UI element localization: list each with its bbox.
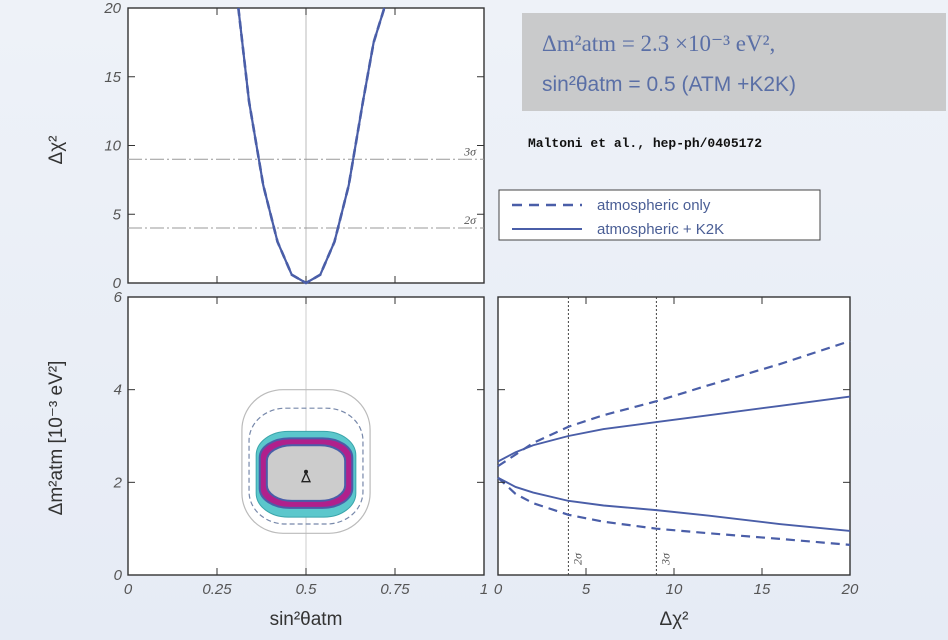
x-tick-label: 20 xyxy=(841,581,859,598)
best-fit-marker xyxy=(300,471,312,483)
contour-dashed xyxy=(248,407,364,525)
curve-atmospheric-k2k-lower xyxy=(497,476,851,532)
y-tick-label: 15 xyxy=(104,69,121,86)
x-tick-label: 0.25 xyxy=(202,581,232,598)
y-tick-label: 0 xyxy=(113,275,122,292)
top-left-plot: 3σ 2σ 0 5 10 15 20 xyxy=(103,0,485,292)
legend-label-atmospheric-k2k: atmospheric + K2K xyxy=(597,221,724,238)
bottom-left-y-label: Δm²atm [10⁻³ eV²] xyxy=(46,361,67,516)
x-tick-label: 5 xyxy=(582,581,591,598)
curve-atmospheric-k2k-upper xyxy=(497,395,851,463)
legend-label-atmospheric-only: atmospheric only xyxy=(597,197,711,214)
y-tick-label: 4 xyxy=(114,382,122,399)
curve-atmospheric-k2k xyxy=(237,7,386,285)
y-tick-label: 20 xyxy=(103,0,121,17)
x-tick-label: 15 xyxy=(754,581,771,598)
top-left-y-label: Δχ² xyxy=(46,136,67,165)
y-tick-label: 6 xyxy=(114,289,123,306)
info-box xyxy=(522,13,946,111)
x-tick-label: 10 xyxy=(666,581,683,598)
x-tick-label: 0.75 xyxy=(380,581,410,598)
y-tick-label: 10 xyxy=(104,138,121,155)
x-tick-label: 0 xyxy=(124,581,133,598)
bottom-right-x-label: Δχ² xyxy=(660,609,689,630)
contour-outer xyxy=(241,389,371,534)
curve-atmospheric-only-upper xyxy=(497,339,851,468)
sigma-line-label: 2σ xyxy=(570,552,584,565)
x-tick-label: 0 xyxy=(494,581,503,598)
reference-line-label: 3σ xyxy=(463,144,477,158)
y-tick-label: 5 xyxy=(113,206,122,223)
citation: Maltoni et al., hep-ph/0405172 xyxy=(528,136,762,151)
bottom-right-panel xyxy=(497,296,851,576)
y-tick-label: 2 xyxy=(113,474,123,491)
reference-line-label: 2σ xyxy=(464,213,477,227)
curve-atmospheric-only-lower xyxy=(497,476,851,546)
x-tick-label: 0.5 xyxy=(296,581,318,598)
bottom-left-plot: 0 2 4 6 0 0.25 0.5 0.75 1 xyxy=(113,289,489,598)
info-box-line2: sin²θatm = 0.5 (ATM +K2K) xyxy=(542,73,796,96)
sigma-line-label: 3σ xyxy=(658,552,672,566)
bottom-right-plot: 2σ 3σ 0 5 10 15 20 xyxy=(494,296,859,598)
bottom-left-x-label: sin²θatm xyxy=(270,609,343,630)
best-fit-point xyxy=(304,469,308,474)
info-box-line1: Δm²atm = 2.3 ×10⁻³ eV², xyxy=(542,31,775,56)
x-tick-label: 1 xyxy=(480,581,488,598)
legend xyxy=(498,189,821,241)
y-tick-label: 0 xyxy=(114,567,123,584)
